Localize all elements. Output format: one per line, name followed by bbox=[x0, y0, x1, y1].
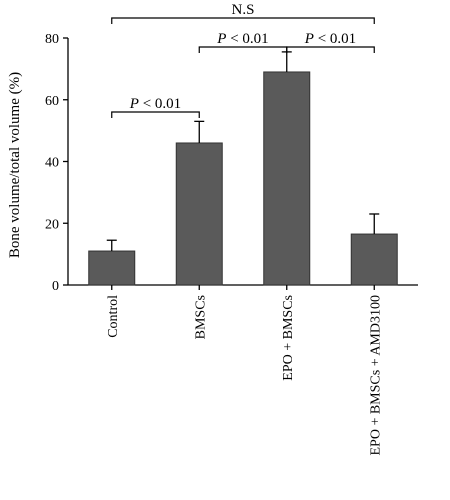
y-tick-label: 80 bbox=[45, 32, 59, 47]
significance-label-3: P < 0.01 bbox=[304, 31, 356, 47]
y-axis-title: Bone volume/total volume (%) bbox=[7, 72, 23, 258]
y-tick-label: 60 bbox=[45, 94, 59, 109]
significance-bracket-3 bbox=[286, 46, 375, 53]
y-tick-label: 20 bbox=[45, 217, 59, 232]
y-tick-label: 0 bbox=[52, 279, 59, 294]
x-tick-label: BMSCs bbox=[193, 295, 208, 339]
plot-area: 0 20 40 60 80 Control BMSCs EPO + BMSCs EPO + BM… bbox=[45, 2, 418, 456]
significance-label-2: P < 0.01 bbox=[216, 31, 268, 47]
x-tick-label: EPO + BMSCs bbox=[281, 295, 296, 381]
x-tick-label: EPO + BMSCs + AMD3100 bbox=[368, 295, 383, 456]
bar-4 bbox=[350, 233, 398, 286]
y-tick-label: 40 bbox=[45, 156, 59, 171]
significance-bracket-2 bbox=[198, 46, 288, 53]
significance-label-4: N.S bbox=[232, 2, 255, 18]
significance-bracket-1 bbox=[111, 111, 200, 118]
bar-2 bbox=[175, 142, 223, 286]
significance-bracket-4 bbox=[111, 17, 375, 24]
significance-label-1: P < 0.01 bbox=[129, 96, 181, 112]
bar-1 bbox=[88, 250, 136, 286]
x-tick-label: Control bbox=[106, 295, 121, 338]
bar-3 bbox=[263, 71, 311, 286]
